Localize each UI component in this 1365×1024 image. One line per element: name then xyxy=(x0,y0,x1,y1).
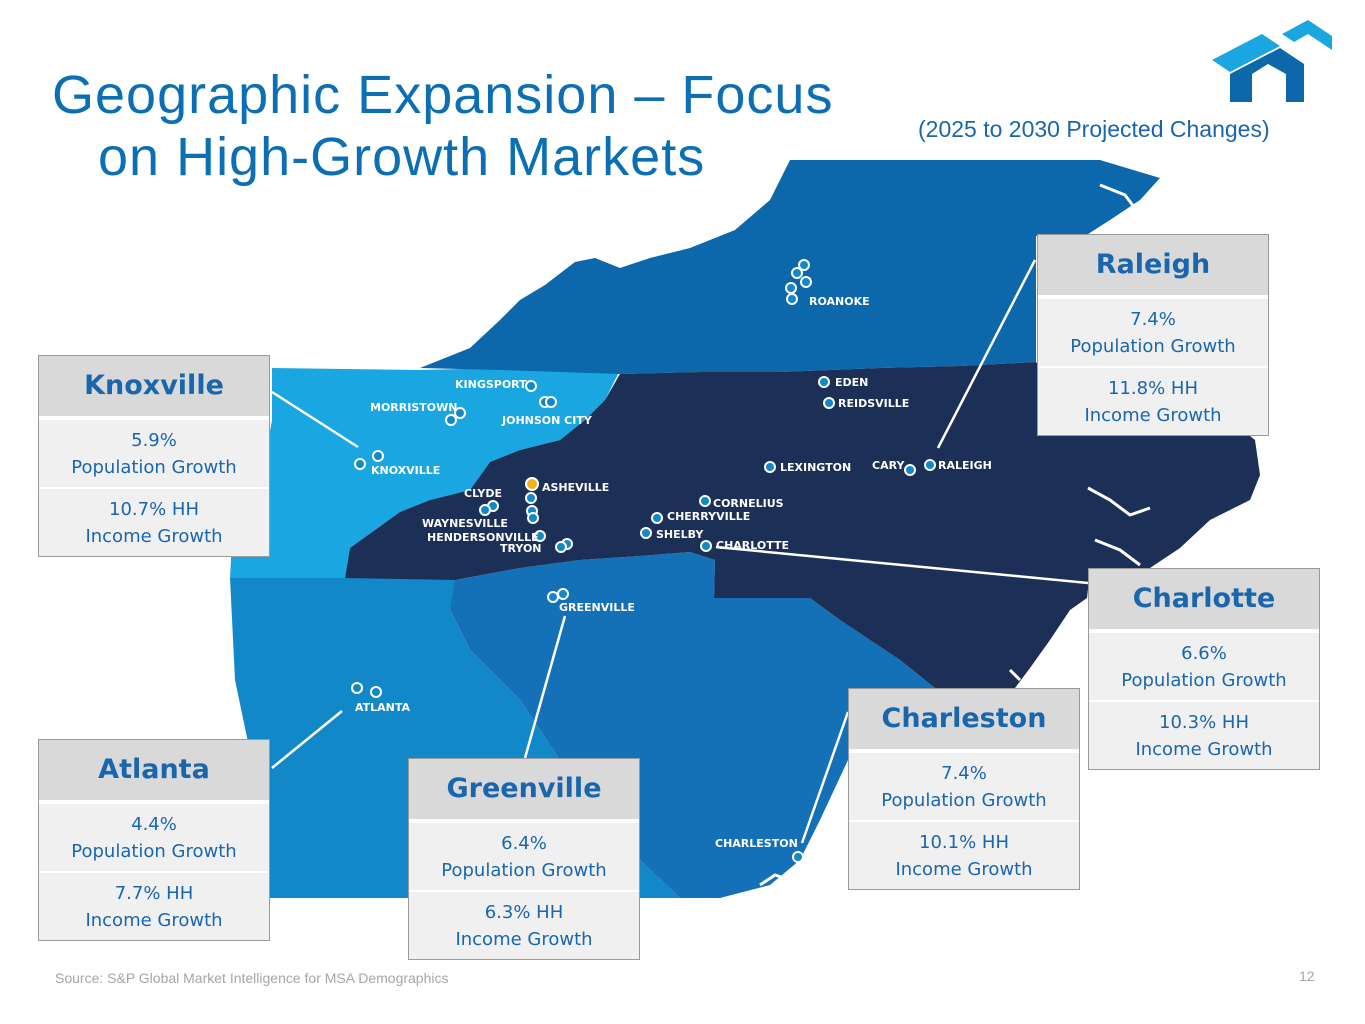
headquarters-marker-icon xyxy=(525,477,539,491)
label-raleigh: RALEIGH xyxy=(938,459,992,472)
market-name: Charlotte xyxy=(1089,569,1319,633)
market-card-greenville: Greenville 6.4% Population Growth 6.3% H… xyxy=(408,758,640,960)
income-growth-value: 11.8% HH xyxy=(1108,378,1198,399)
leader-lines xyxy=(271,259,1089,844)
label-greenville: GREENVILLE xyxy=(559,601,635,614)
income-growth-label: Income Growth xyxy=(455,929,593,950)
population-growth-value: 7.4% xyxy=(941,763,987,784)
income-growth: 10.1% HH Income Growth xyxy=(849,820,1079,889)
label-clyde: CLYDE xyxy=(464,487,502,500)
population-growth-value: 7.4% xyxy=(1130,309,1176,330)
region-knoxville xyxy=(230,368,620,578)
company-logo-icon xyxy=(1212,20,1332,102)
label-reidsville: REIDSVILLE xyxy=(838,397,909,410)
market-name: Atlanta xyxy=(39,740,269,804)
population-growth-label: Population Growth xyxy=(1070,336,1236,357)
label-knoxville: KNOXVILLE xyxy=(371,464,440,477)
market-name: Knoxville xyxy=(39,356,269,420)
income-growth: 6.3% HH Income Growth xyxy=(409,890,639,959)
income-growth-value: 7.7% HH xyxy=(114,883,194,904)
market-card-charleston: Charleston 7.4% Population Growth 10.1% … xyxy=(848,688,1080,890)
population-growth: 6.4% Population Growth xyxy=(409,823,639,890)
label-morristown: MORRISTOWN xyxy=(370,401,457,414)
population-growth-value: 4.4% xyxy=(131,814,177,835)
label-charleston: CHARLESTON xyxy=(715,837,798,850)
label-johnson-city: JOHNSON CITY xyxy=(501,414,593,427)
label-cary: CARY xyxy=(872,459,905,472)
label-cherryville: CHERRYVILLE xyxy=(667,510,750,523)
coastline-detail xyxy=(759,183,1151,887)
label-asheville: ASHEVILLE xyxy=(542,481,609,494)
population-growth: 5.9% Population Growth xyxy=(39,420,269,487)
page-title-line-1: Geographic Expansion – Focus xyxy=(52,65,834,125)
label-shelby: SHELBY xyxy=(656,528,704,541)
market-name: Charleston xyxy=(849,689,1079,753)
city-markers xyxy=(351,259,936,863)
market-card-atlanta: Atlanta 4.4% Population Growth 7.7% HH I… xyxy=(38,739,270,941)
population-growth: 4.4% Population Growth xyxy=(39,804,269,871)
income-growth: 7.7% HH Income Growth xyxy=(39,871,269,940)
page-title-line-2: on High-Growth Markets xyxy=(98,127,706,187)
population-growth-label: Population Growth xyxy=(71,457,237,478)
label-roanoke: ROANOKE xyxy=(809,295,870,308)
income-growth-label: Income Growth xyxy=(895,859,1033,880)
population-growth-value: 6.6% xyxy=(1181,643,1227,664)
city-labels: ROANOKE EDEN REIDSVILLE KINGSPORT MORRIS… xyxy=(355,295,992,850)
population-growth-label: Population Growth xyxy=(881,790,1047,811)
source-note: Source: S&P Global Market Intelligence f… xyxy=(55,970,449,986)
page-number: 12 xyxy=(1299,968,1315,984)
population-growth-label: Population Growth xyxy=(71,841,237,862)
population-growth: 6.6% Population Growth xyxy=(1089,633,1319,700)
market-card-knoxville: Knoxville 5.9% Population Growth 10.7% H… xyxy=(38,355,270,557)
income-growth-value: 10.3% HH xyxy=(1159,712,1249,733)
label-tryon: TRYON xyxy=(500,542,542,555)
population-growth: 7.4% Population Growth xyxy=(1038,299,1268,366)
label-atlanta: ATLANTA xyxy=(355,701,411,714)
page-title: Geographic Expansion – Focus on High-Gro… xyxy=(52,64,932,188)
region-north xyxy=(420,160,1160,374)
market-card-raleigh: Raleigh 7.4% Population Growth 11.8% HH … xyxy=(1037,234,1269,436)
income-growth: 11.8% HH Income Growth xyxy=(1038,366,1268,435)
label-eden: EDEN xyxy=(835,376,868,389)
income-growth-label: Income Growth xyxy=(85,526,223,547)
population-growth-value: 6.4% xyxy=(501,833,547,854)
label-cornelius: CORNELIUS xyxy=(713,497,784,510)
income-growth-label: Income Growth xyxy=(85,910,223,931)
label-waynesville: WAYNESVILLE xyxy=(422,517,508,530)
label-charlotte: CHARLOTTE xyxy=(716,539,789,552)
population-growth-label: Population Growth xyxy=(441,860,607,881)
market-card-charlotte: Charlotte 6.6% Population Growth 10.3% H… xyxy=(1088,568,1320,770)
subtitle: (2025 to 2030 Projected Changes) xyxy=(918,116,1270,142)
income-growth-value: 10.7% HH xyxy=(109,499,199,520)
region-core xyxy=(345,362,1260,688)
label-kingsport: KINGSPORT xyxy=(455,378,527,391)
income-growth-value: 10.1% HH xyxy=(919,832,1009,853)
population-growth: 7.4% Population Growth xyxy=(849,753,1079,820)
population-growth-value: 5.9% xyxy=(131,430,177,451)
market-name: Raleigh xyxy=(1038,235,1268,299)
income-growth-label: Income Growth xyxy=(1135,739,1273,760)
label-hendersonville: HENDERSONVILLE xyxy=(427,531,539,544)
income-growth: 10.7% HH Income Growth xyxy=(39,487,269,556)
income-growth: 10.3% HH Income Growth xyxy=(1089,700,1319,769)
population-growth-label: Population Growth xyxy=(1121,670,1287,691)
market-name: Greenville xyxy=(409,759,639,823)
income-growth-label: Income Growth xyxy=(1084,405,1222,426)
label-lexington: LEXINGTON xyxy=(780,461,851,474)
income-growth-value: 6.3% HH xyxy=(484,902,564,923)
